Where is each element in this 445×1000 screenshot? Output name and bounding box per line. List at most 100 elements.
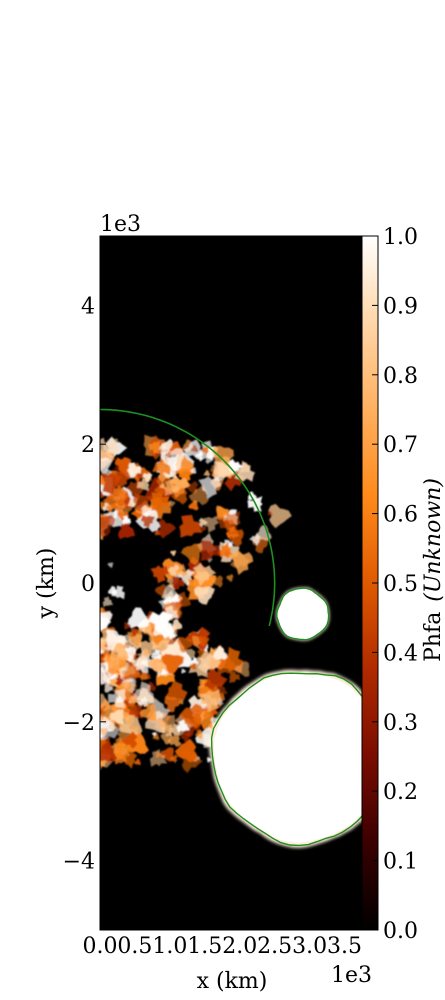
y-tick-label: 0 — [81, 572, 95, 597]
colorbar-tick-label: 0.9 — [383, 294, 418, 319]
mixing-blob — [152, 733, 160, 741]
mixing-blob — [148, 440, 161, 454]
x-tick-label: 0.0 — [83, 934, 118, 959]
x-axis: 0.0 0.5 1.0 1.5 2.0 2.5 3.0 3.5 — [83, 924, 362, 959]
mixing-blob — [111, 585, 125, 600]
mixing-blob — [192, 562, 217, 587]
mixing-blob — [109, 709, 124, 725]
mixing-blob — [194, 451, 204, 462]
colorbar-tick-label: 0.3 — [383, 711, 418, 736]
mixing-blob — [210, 707, 219, 716]
mixing-blob — [228, 551, 254, 576]
heatmap-field — [100, 408, 362, 848]
colorbar-tick-label: 0.2 — [383, 780, 418, 805]
mixing-blob — [139, 704, 157, 722]
x-tick-label: 2.0 — [222, 934, 257, 959]
contour-bubble — [210, 672, 362, 847]
mixing-blob — [136, 477, 150, 491]
mixing-blob — [216, 505, 230, 520]
mixing-blob — [127, 695, 137, 704]
colorbar-tick-label: 0.5 — [383, 572, 418, 597]
mixing-blob — [198, 517, 208, 528]
mixing-blob — [164, 695, 182, 713]
mixing-blob — [226, 574, 234, 582]
contour-arc — [100, 408, 276, 627]
mixing-blob — [171, 576, 185, 590]
mixing-blob — [171, 487, 188, 505]
contour-bubble — [276, 587, 330, 641]
mixing-blob — [131, 725, 139, 734]
mixing-blob — [122, 469, 129, 475]
colorbar: 0.0 0.1 0.2 0.3 0.4 0.5 0.6 0.7 0.8 0.9 1.0 Phfa (U… — [361, 225, 445, 944]
mixing-blob — [194, 586, 215, 605]
mixing-blob — [198, 636, 210, 647]
mixing-blob — [171, 619, 183, 631]
mixing-blob — [155, 751, 162, 758]
colorbar-label: Phfa (Unknown) — [421, 478, 445, 662]
mixing-blob — [158, 714, 176, 733]
y-tick-label: 2 — [81, 433, 95, 458]
mixing-blob — [161, 624, 177, 640]
mixing-blob — [197, 650, 221, 673]
mixing-blob — [169, 754, 178, 764]
x-tick-label: 1.0 — [152, 934, 187, 959]
mixing-blob — [268, 503, 293, 529]
mixing-blob — [134, 758, 141, 766]
mixing-blob — [125, 732, 149, 754]
mixing-blob — [118, 522, 136, 540]
mixing-blob — [161, 584, 179, 600]
x-axis-multiplier: 1e3 — [331, 963, 372, 988]
bubble — [277, 588, 328, 640]
mixing-blob — [139, 671, 149, 680]
mixing-blob — [165, 451, 172, 459]
mixing-blob — [189, 663, 197, 670]
x-tick-label: 0.5 — [117, 934, 152, 959]
mixing-blob — [200, 445, 209, 455]
mixing-blob — [198, 476, 222, 500]
plot-area — [99, 235, 363, 931]
mixing-blob — [215, 697, 224, 706]
colorbar-tick-label: 0.7 — [383, 433, 418, 458]
mixing-blob — [229, 670, 241, 683]
colorbar-ticks: 0.0 0.1 0.2 0.3 0.4 0.5 0.6 0.7 0.8 0.9 1.0 — [372, 225, 418, 944]
y-axis-multiplier: 1e3 — [100, 212, 141, 237]
colorbar-tick-label: 0.8 — [383, 364, 418, 389]
mixing-blob — [100, 474, 106, 486]
mixing-blob — [167, 475, 191, 499]
mixing-blob — [121, 731, 138, 749]
x-tick-label: 2.5 — [257, 934, 292, 959]
mixing-blob — [131, 681, 155, 704]
mixing-blob — [104, 683, 114, 693]
mixing-blob — [140, 515, 156, 528]
mixing-blob — [212, 645, 228, 660]
mixing-blob — [137, 696, 150, 708]
mixing-blob — [108, 688, 126, 708]
x-tick-label: 1.5 — [187, 934, 222, 959]
y-tick-label: −4 — [63, 850, 95, 875]
mixing-blob — [114, 457, 132, 474]
mixing-blob — [150, 565, 170, 584]
mixing-blob — [167, 732, 182, 747]
mixing-blob — [159, 483, 165, 489]
mixing-blob — [124, 663, 141, 679]
mixing-blob — [178, 703, 204, 729]
mixing-blob — [212, 575, 223, 588]
mixing-blob — [127, 462, 142, 478]
y-axis-label: y (km) — [34, 548, 59, 620]
mixing-blob — [175, 563, 188, 577]
mixing-blob — [153, 472, 179, 497]
mixing-blob — [107, 562, 114, 569]
mixing-blob — [124, 622, 131, 630]
mixing-blob — [150, 649, 162, 661]
y-axis: −4 −2 0 2 4 — [63, 294, 106, 875]
mixing-blob — [267, 510, 273, 516]
mixing-blob — [136, 660, 149, 674]
x-tick-label: 3.5 — [327, 934, 362, 959]
mixing-blob — [123, 714, 136, 727]
mixing-blob — [100, 457, 114, 475]
mixing-blob — [100, 515, 116, 537]
colorbar-gradient — [362, 236, 378, 930]
mixing-blob — [130, 628, 139, 637]
mixing-blob — [127, 627, 143, 645]
mixing-blob — [181, 668, 186, 674]
